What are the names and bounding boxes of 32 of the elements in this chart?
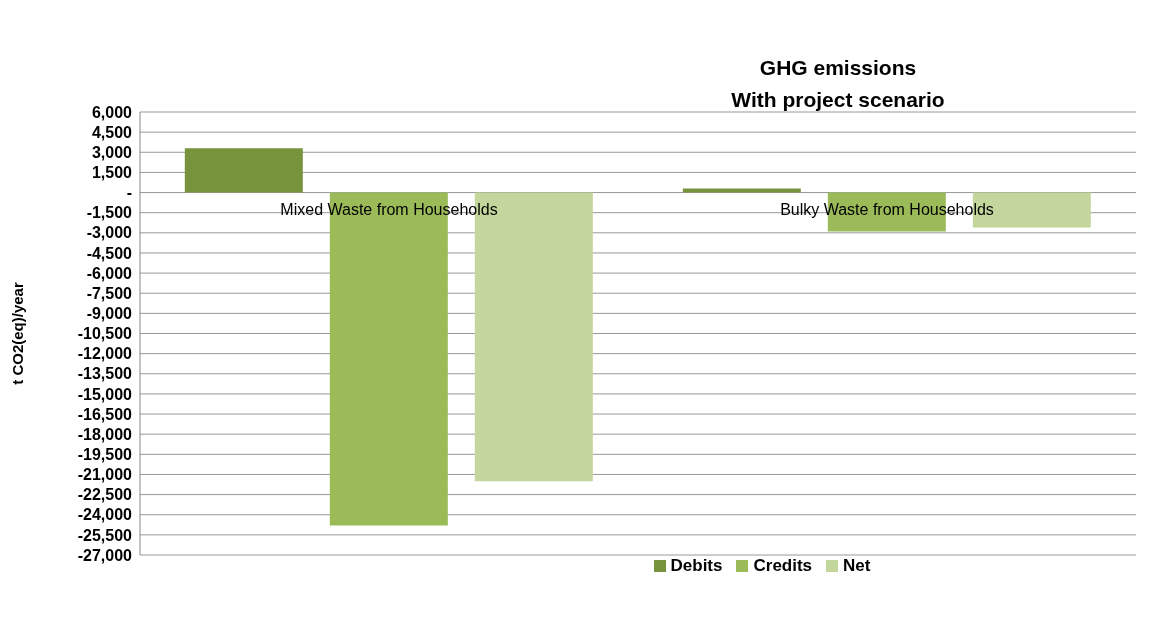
- legend-label: Net: [843, 556, 871, 576]
- chart-title: GHG emissions With project scenario: [730, 55, 946, 113]
- y-tick-label: -22,500: [77, 486, 133, 504]
- y-tick-label: 1,500: [91, 164, 133, 182]
- legend-label: Debits: [670, 556, 723, 576]
- y-tick-label: -15,000: [77, 385, 133, 403]
- y-tick-label: -24,000: [77, 506, 133, 524]
- y-tick-label: -3,000: [86, 224, 133, 242]
- y-tick-label: -6,000: [86, 264, 133, 282]
- bar: [682, 188, 801, 193]
- y-tick-label: -19,500: [77, 446, 133, 463]
- y-tick-label: -25,500: [77, 526, 133, 544]
- y-tick-label: -: [126, 184, 132, 202]
- y-tick-label: 4,500: [91, 123, 133, 141]
- y-tick-label: -12,000: [77, 345, 133, 363]
- y-tick-label: -18,000: [77, 425, 133, 443]
- legend-label: Credits: [753, 556, 813, 576]
- bar: [184, 148, 303, 193]
- y-tick-label: -4,500: [86, 244, 133, 262]
- y-tick-label: -1,500: [86, 204, 133, 222]
- y-axis-title: t CO2(eq)/year: [9, 282, 27, 385]
- y-tick-label: -21,000: [77, 466, 133, 484]
- y-tick-label: -27,000: [77, 546, 133, 564]
- y-tick-label: 3,000: [91, 143, 133, 161]
- y-tick-label: -7,500: [86, 284, 133, 302]
- y-tick-label: -9,000: [86, 305, 133, 323]
- y-tick-label: 6,000: [91, 103, 133, 121]
- x-tick-label: Bulky Waste from Households: [780, 200, 994, 218]
- y-tick-label: -16,500: [77, 405, 133, 423]
- x-tick-label: Mixed Waste from Households: [280, 200, 498, 218]
- y-tick-label: -10,500: [77, 325, 133, 343]
- y-tick-label: -13,500: [77, 365, 133, 383]
